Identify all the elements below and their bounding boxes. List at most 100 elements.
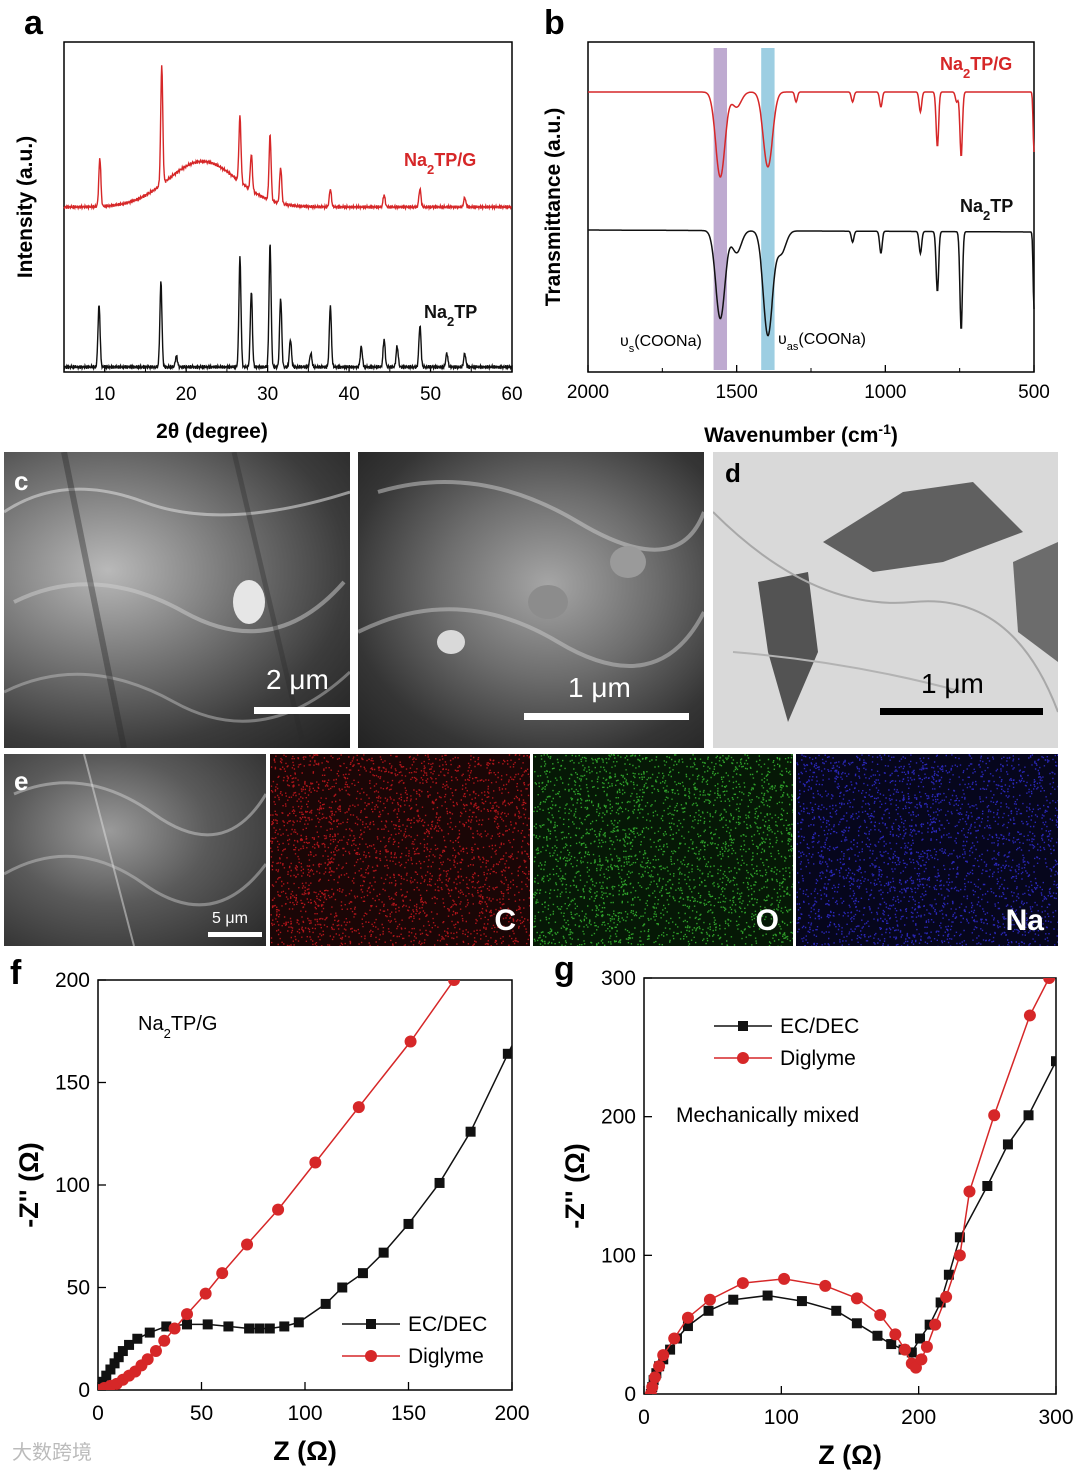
- sem-image-c-right: 1 μm: [358, 452, 704, 748]
- panel-label-f: f: [10, 954, 22, 992]
- data-point: [434, 1177, 445, 1188]
- scale-label: 5 μm: [212, 910, 248, 927]
- x-tick-label: 30: [257, 384, 278, 405]
- data-point: [915, 1353, 928, 1366]
- data-point: [158, 1334, 171, 1347]
- series-label: Na2TP/G: [940, 54, 1012, 81]
- eds-dot-field: [796, 754, 1058, 946]
- series-label: Na2TP: [960, 196, 1013, 223]
- x-axis-label: Wavenumber (cm-1): [704, 421, 898, 447]
- x-tick-label: 0: [638, 1406, 650, 1429]
- panel-label-d: d: [725, 458, 741, 488]
- x-tick-label: 60: [501, 384, 522, 405]
- data-point: [665, 1344, 676, 1355]
- data-point: [703, 1305, 714, 1316]
- data-layer: [644, 978, 1056, 1394]
- scale-bar: [254, 707, 350, 714]
- panel-f: f 0 50 100 150 200 0 50 100 150 200 Z (Ω) -Z'' (Ω) E…: [0, 950, 540, 1472]
- data-point: [1023, 1009, 1036, 1022]
- y-tick-label: 100: [601, 1244, 636, 1267]
- series-line: [63, 244, 512, 372]
- data-point: [502, 1048, 512, 1059]
- data-point: [105, 1364, 116, 1375]
- data-point: [223, 1321, 234, 1332]
- data-point: [681, 1311, 694, 1324]
- eis-chart-g: 0 100 200 300 0 100 200 300 Z (Ω) -Z'' (Ω) EC/DEC D…: [560, 967, 1074, 1470]
- data-point: [889, 1328, 902, 1341]
- x-axis-label: Z (Ω): [818, 1440, 882, 1470]
- x-tick-label: 50: [420, 384, 441, 405]
- data-point: [244, 1323, 255, 1334]
- data-point: [1051, 1056, 1056, 1067]
- data-point: [337, 1282, 348, 1293]
- y-tick-label: 0: [624, 1383, 636, 1406]
- data-point: [851, 1318, 862, 1329]
- panel-a: a 10 20 30 40 50 60 2θ (degree) Intensity (a.u.…: [0, 0, 540, 450]
- sem-texture: [4, 452, 350, 748]
- data-point: [117, 1346, 128, 1357]
- data-point: [953, 1249, 966, 1262]
- plot-frame: [643, 977, 1057, 1395]
- sem-texture: [358, 480, 704, 668]
- data-point: [101, 1370, 112, 1381]
- data-point: [254, 1323, 265, 1334]
- data-point: [940, 1290, 953, 1303]
- data-point: [653, 1360, 666, 1373]
- x-axis-label: 2θ (degree): [156, 420, 268, 443]
- data-point: [988, 1109, 1001, 1122]
- eds-dots: [270, 754, 530, 946]
- data-point: [264, 1323, 275, 1334]
- x-tick-label: 0: [92, 1402, 104, 1425]
- data-point: [963, 1185, 976, 1198]
- chart-title: Na2TP/G: [138, 1013, 217, 1041]
- y-tick-label: 100: [55, 1174, 90, 1197]
- data-layer: [98, 980, 512, 1390]
- data-point: [202, 1319, 213, 1330]
- data-point: [113, 1352, 124, 1363]
- eds-dots: [533, 754, 793, 946]
- data-point: [898, 1343, 911, 1356]
- tem-texture: [713, 482, 1058, 722]
- data-point: [404, 1035, 417, 1048]
- data-point: [796, 1296, 807, 1307]
- y-tick-label: 200: [55, 969, 90, 992]
- data-point: [703, 1293, 716, 1306]
- y-tick-label: 50: [67, 1277, 90, 1300]
- eds-map-label: C: [494, 904, 516, 937]
- panel-g: g 0 100 200 300 0 100 200 300 Z (Ω) -Z'' (Ω) EC/DE…: [540, 950, 1080, 1472]
- absorption-band: [713, 48, 728, 370]
- y-tick-label: 200: [601, 1106, 636, 1129]
- eds-map-oxygen: O: [533, 754, 793, 946]
- legend-label: EC/DEC: [408, 1313, 487, 1336]
- series-label: Na2TP: [424, 302, 477, 329]
- data-point: [403, 1218, 414, 1229]
- data-point: [241, 1238, 254, 1251]
- data-point: [831, 1305, 842, 1316]
- data-point: [448, 980, 461, 986]
- data-point: [132, 1333, 143, 1344]
- data-point: [648, 1371, 661, 1384]
- data-point: [778, 1272, 791, 1285]
- x-tick-label: 40: [339, 384, 360, 405]
- eis-chart-f: 0 50 100 150 200 0 50 100 150 200 Z (Ω) -Z'' (Ω) EC/…: [14, 969, 530, 1466]
- x-tick-label: 2000: [567, 382, 609, 403]
- data-point: [378, 1247, 389, 1258]
- panel-label-a: a: [24, 4, 43, 42]
- data-point: [943, 1269, 954, 1280]
- data-point: [168, 1322, 181, 1335]
- scale-label: 2 μm: [266, 664, 329, 695]
- x-axis-label: Z (Ω): [273, 1436, 337, 1466]
- eds-map-sodium: Na: [796, 754, 1058, 946]
- data-point: [465, 1126, 476, 1137]
- x-tick-label: 500: [1018, 382, 1050, 403]
- data-point: [728, 1294, 739, 1305]
- y-axis-label: Intensity (a.u.): [14, 136, 37, 278]
- data-point: [149, 1345, 162, 1358]
- x-tick-label: 300: [1038, 1406, 1073, 1429]
- sem-texture: [4, 754, 266, 946]
- data-point: [915, 1333, 926, 1344]
- data-point: [1043, 978, 1056, 984]
- data-point: [141, 1353, 154, 1366]
- data-point: [216, 1267, 229, 1280]
- panel-label-c: c: [14, 466, 29, 496]
